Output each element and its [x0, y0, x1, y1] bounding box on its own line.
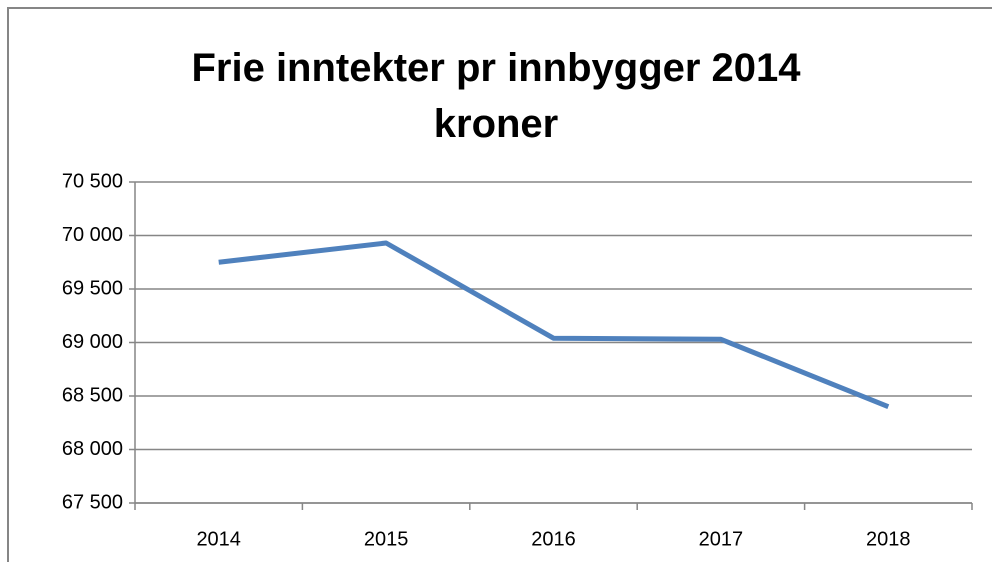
y-tick-label: 68 500: [62, 384, 123, 406]
x-tick-label: 2018: [866, 528, 911, 550]
y-tick-label: 68 000: [62, 438, 123, 460]
y-tick-label: 67 500: [62, 491, 123, 513]
y-tick-label: 69 000: [62, 331, 123, 353]
x-tick-label: 2016: [531, 528, 576, 550]
x-tick-label: 2017: [699, 528, 744, 550]
x-tick-label: 2015: [364, 528, 409, 550]
chart-border: [7, 7, 992, 562]
x-tick-label: 2014: [196, 528, 241, 550]
y-tick-label: 69 500: [62, 277, 123, 299]
y-tick-label: 70 000: [62, 224, 123, 246]
chart-title: Frie inntekter pr innbygger 2014 kroner: [191, 46, 801, 146]
data-line: [218, 240, 890, 410]
y-tick-label: 70 500: [62, 170, 123, 192]
